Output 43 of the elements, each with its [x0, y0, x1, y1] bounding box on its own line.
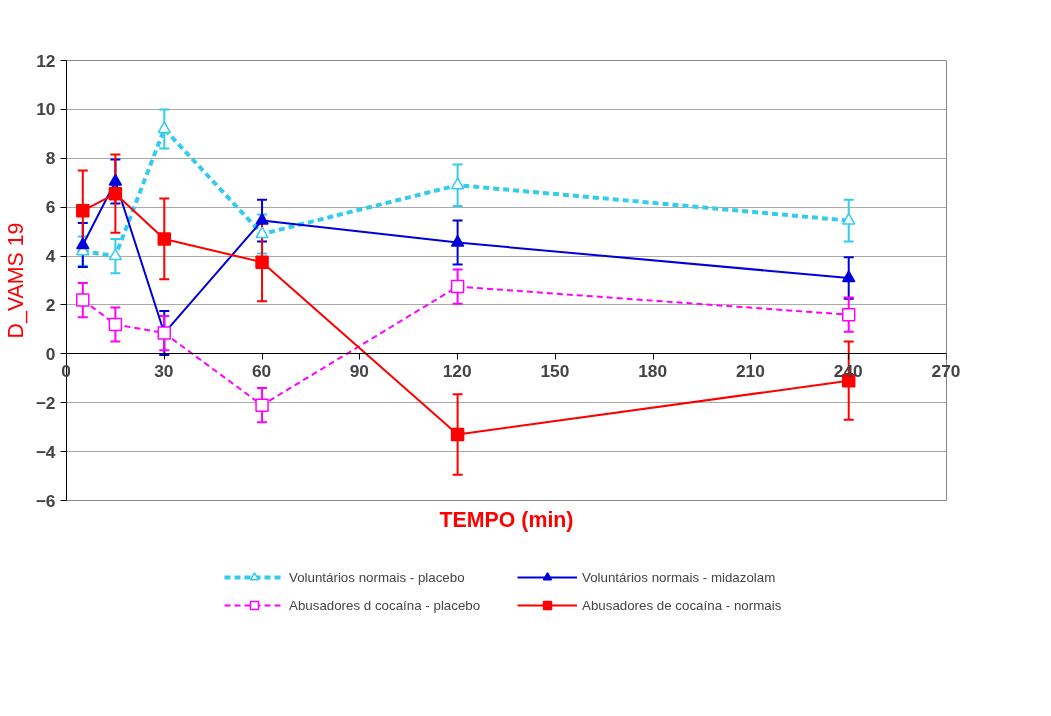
x-tick-label: 90: [349, 361, 369, 383]
point: [108, 317, 123, 332]
point: [108, 186, 123, 201]
x-tick-label: 150: [540, 361, 570, 383]
x-tick-label: 120: [442, 361, 472, 383]
y-tick-label: 10: [36, 99, 56, 120]
point: [255, 255, 269, 269]
point: [255, 226, 269, 239]
y-tick-label: 2: [45, 294, 56, 315]
point: [841, 212, 856, 225]
y-tick-label: 12: [36, 50, 56, 71]
point: [255, 398, 269, 412]
y-tick-label: 4: [45, 246, 56, 267]
x-axis-title: TEMPO (min): [439, 507, 574, 532]
legend-label: Abusadores de cocaína - normais: [582, 597, 783, 613]
y-tick-label: −6: [35, 490, 56, 511]
point: [76, 293, 90, 307]
x-tick-label: 30: [154, 361, 174, 383]
y-tick-label: 6: [45, 197, 56, 218]
point: [841, 270, 856, 283]
point: [157, 232, 172, 246]
y-tick-label: −4: [35, 441, 56, 462]
legend-label: Voluntários normais - placebo: [289, 569, 466, 585]
point: [108, 248, 123, 261]
point: [108, 173, 123, 186]
point: [450, 234, 465, 247]
x-tick-label: 60: [251, 361, 272, 383]
point: [450, 427, 465, 442]
y-tick-label: 0: [45, 343, 56, 364]
legend-label: Abusadores d cocaína - placebo: [289, 597, 482, 613]
legend-label: Voluntários normais - midazolam: [582, 569, 777, 585]
point: [450, 279, 465, 294]
y-tick-label: 8: [45, 148, 56, 169]
x-tick-label: 210: [735, 361, 765, 383]
x-tick-label: 180: [638, 361, 668, 383]
point: [841, 307, 856, 322]
point: [76, 237, 90, 250]
y-tick-label: −2: [35, 392, 56, 413]
y-axis-title: D_VAMS 19: [3, 222, 28, 339]
point: [450, 177, 465, 190]
point: [76, 204, 90, 218]
point: [255, 212, 269, 225]
point: [157, 121, 172, 134]
